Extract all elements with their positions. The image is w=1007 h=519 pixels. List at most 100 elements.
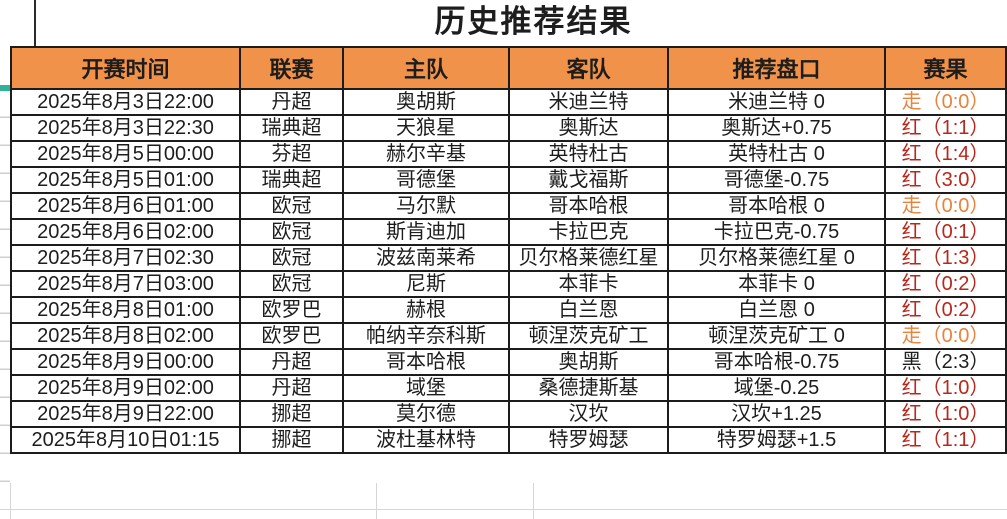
cell-kickoff-time[interactable]: 2025年8月10日01:15 — [10, 426, 241, 454]
cell-away-team[interactable]: 奥斯达 — [508, 114, 669, 142]
cell-away-team[interactable]: 本菲卡 — [508, 270, 669, 298]
cell-kickoff-time[interactable]: 2025年8月9日22:00 — [10, 400, 241, 428]
cell-kickoff-time[interactable]: 2025年8月5日00:00 — [10, 140, 241, 168]
cell-handicap[interactable]: 哥本哈根 0 — [667, 192, 886, 220]
cell-away-team[interactable]: 哥本哈根 — [508, 192, 669, 220]
cell-handicap[interactable]: 奥斯达+0.75 — [667, 114, 886, 142]
header-away[interactable]: 客队 — [508, 46, 669, 90]
cell-result[interactable]: 红（0:2） — [884, 296, 1007, 324]
header-row: 开赛时间 联赛 主队 客队 推荐盘口 赛果 — [10, 46, 1007, 90]
cell-home-team[interactable]: 马尔默 — [342, 192, 510, 220]
cell-result[interactable]: 红（1:1） — [884, 114, 1007, 142]
cell-handicap[interactable]: 卡拉巴克-0.75 — [667, 218, 886, 246]
table-row: 2025年8月3日22:30 瑞典超 天狼星 奥斯达 奥斯达+0.75 红（1:… — [10, 114, 1007, 142]
cell-handicap[interactable]: 域堡-0.25 — [667, 374, 886, 402]
cell-away-team[interactable]: 桑德捷斯基 — [508, 374, 669, 402]
cell-kickoff-time[interactable]: 2025年8月6日01:00 — [10, 192, 241, 220]
cell-handicap[interactable]: 英特杜古 0 — [667, 140, 886, 168]
cell-home-team[interactable]: 域堡 — [342, 374, 510, 402]
cell-result[interactable]: 走（0:0） — [884, 322, 1007, 350]
cell-result[interactable]: 红（0:1） — [884, 218, 1007, 246]
selection-accent-mark — [0, 85, 10, 91]
cell-handicap[interactable]: 贝尔格莱德红星 0 — [667, 244, 886, 272]
cell-kickoff-time[interactable]: 2025年8月8日01:00 — [10, 296, 241, 324]
cell-league[interactable]: 丹超 — [239, 348, 344, 376]
cell-result[interactable]: 红（3:0） — [884, 166, 1007, 194]
cell-league[interactable]: 瑞典超 — [239, 114, 344, 142]
cell-league[interactable]: 欧冠 — [239, 270, 344, 298]
cell-home-team[interactable]: 波兹南莱希 — [342, 244, 510, 272]
cell-kickoff-time[interactable]: 2025年8月7日03:00 — [10, 270, 241, 298]
cell-kickoff-time[interactable]: 2025年8月9日02:00 — [10, 374, 241, 402]
sheet-gridline-vertical — [376, 483, 377, 519]
cell-home-team[interactable]: 帕纳辛奈科斯 — [342, 322, 510, 350]
cell-handicap[interactable]: 哥德堡-0.75 — [667, 166, 886, 194]
cell-away-team[interactable]: 汉坎 — [508, 400, 669, 428]
cell-league[interactable]: 欧罗巴 — [239, 296, 344, 324]
sheet-gridline-vertical — [10, 483, 11, 519]
cell-kickoff-time[interactable]: 2025年8月8日02:00 — [10, 322, 241, 350]
header-home[interactable]: 主队 — [342, 46, 510, 90]
cell-handicap[interactable]: 白兰恩 0 — [667, 296, 886, 324]
cell-handicap[interactable]: 米迪兰特 0 — [667, 88, 886, 116]
cell-home-team[interactable]: 奥胡斯 — [342, 88, 510, 116]
cell-league[interactable]: 丹超 — [239, 374, 344, 402]
cell-away-team[interactable]: 特罗姆瑟 — [508, 426, 669, 454]
header-league[interactable]: 联赛 — [239, 46, 344, 90]
cell-handicap[interactable]: 顿涅茨克矿工 0 — [667, 322, 886, 350]
cell-away-team[interactable]: 米迪兰特 — [508, 88, 669, 116]
cell-home-team[interactable]: 哥德堡 — [342, 166, 510, 194]
cell-kickoff-time[interactable]: 2025年8月6日02:00 — [10, 218, 241, 246]
cell-result[interactable]: 红（1:4） — [884, 140, 1007, 168]
cell-league[interactable]: 瑞典超 — [239, 166, 344, 194]
cell-league[interactable]: 丹超 — [239, 88, 344, 116]
cell-home-team[interactable]: 尼斯 — [342, 270, 510, 298]
cell-result[interactable]: 红（1:1） — [884, 426, 1007, 454]
sheet-gridline-top — [34, 0, 36, 46]
cell-result[interactable]: 红（1:3） — [884, 244, 1007, 272]
cell-away-team[interactable]: 戴戈福斯 — [508, 166, 669, 194]
cell-home-team[interactable]: 斯肯迪加 — [342, 218, 510, 246]
cell-kickoff-time[interactable]: 2025年8月7日02:30 — [10, 244, 241, 272]
cell-league[interactable]: 挪超 — [239, 400, 344, 428]
cell-handicap[interactable]: 汉坎+1.25 — [667, 400, 886, 428]
cell-away-team[interactable]: 顿涅茨克矿工 — [508, 322, 669, 350]
cell-home-team[interactable]: 波杜基林特 — [342, 426, 510, 454]
cell-result[interactable]: 红（1:0） — [884, 374, 1007, 402]
cell-result[interactable]: 黑（2:3） — [884, 348, 1007, 376]
cell-league[interactable]: 挪超 — [239, 426, 344, 454]
cell-result[interactable]: 走（0:0） — [884, 88, 1007, 116]
cell-kickoff-time[interactable]: 2025年8月3日22:00 — [10, 88, 241, 116]
cell-away-team[interactable]: 贝尔格莱德红星 — [508, 244, 669, 272]
page-title: 历史推荐结果 — [434, 4, 633, 39]
cell-league[interactable]: 欧冠 — [239, 192, 344, 220]
cell-league[interactable]: 欧冠 — [239, 218, 344, 246]
cell-league[interactable]: 芬超 — [239, 140, 344, 168]
cell-away-team[interactable]: 英特杜古 — [508, 140, 669, 168]
cell-result[interactable]: 红（1:0） — [884, 400, 1007, 428]
cell-home-team[interactable]: 莫尔德 — [342, 400, 510, 428]
cell-home-team[interactable]: 赫尔辛基 — [342, 140, 510, 168]
cell-away-team[interactable]: 奥胡斯 — [508, 348, 669, 376]
header-result[interactable]: 赛果 — [884, 46, 1007, 90]
cell-handicap[interactable]: 特罗姆瑟+1.5 — [667, 426, 886, 454]
cell-league[interactable]: 欧冠 — [239, 244, 344, 272]
header-handicap[interactable]: 推荐盘口 — [667, 46, 886, 90]
cell-handicap[interactable]: 本菲卡 0 — [667, 270, 886, 298]
header-time[interactable]: 开赛时间 — [10, 46, 241, 90]
cell-away-team[interactable]: 卡拉巴克 — [508, 218, 669, 246]
cell-league[interactable]: 欧罗巴 — [239, 322, 344, 350]
cell-home-team[interactable]: 赫根 — [342, 296, 510, 324]
cell-kickoff-time[interactable]: 2025年8月5日01:00 — [10, 166, 241, 194]
cell-result[interactable]: 红（0:2） — [884, 270, 1007, 298]
cell-away-team[interactable]: 白兰恩 — [508, 296, 669, 324]
table-row: 2025年8月7日03:00 欧冠 尼斯 本菲卡 本菲卡 0 红（0:2） — [10, 270, 1007, 298]
cell-kickoff-time[interactable]: 2025年8月9日00:00 — [10, 348, 241, 376]
cell-handicap[interactable]: 哥本哈根-0.75 — [667, 348, 886, 376]
cell-home-team[interactable]: 哥本哈根 — [342, 348, 510, 376]
cell-home-team[interactable]: 天狼星 — [342, 114, 510, 142]
cell-kickoff-time[interactable]: 2025年8月3日22:30 — [10, 114, 241, 142]
table-row: 2025年8月9日00:00 丹超 哥本哈根 奥胡斯 哥本哈根-0.75 黑（2… — [10, 348, 1007, 376]
table-row: 2025年8月7日02:30 欧冠 波兹南莱希 贝尔格莱德红星 贝尔格莱德红星 … — [10, 244, 1007, 272]
cell-result[interactable]: 走（0:0） — [884, 192, 1007, 220]
